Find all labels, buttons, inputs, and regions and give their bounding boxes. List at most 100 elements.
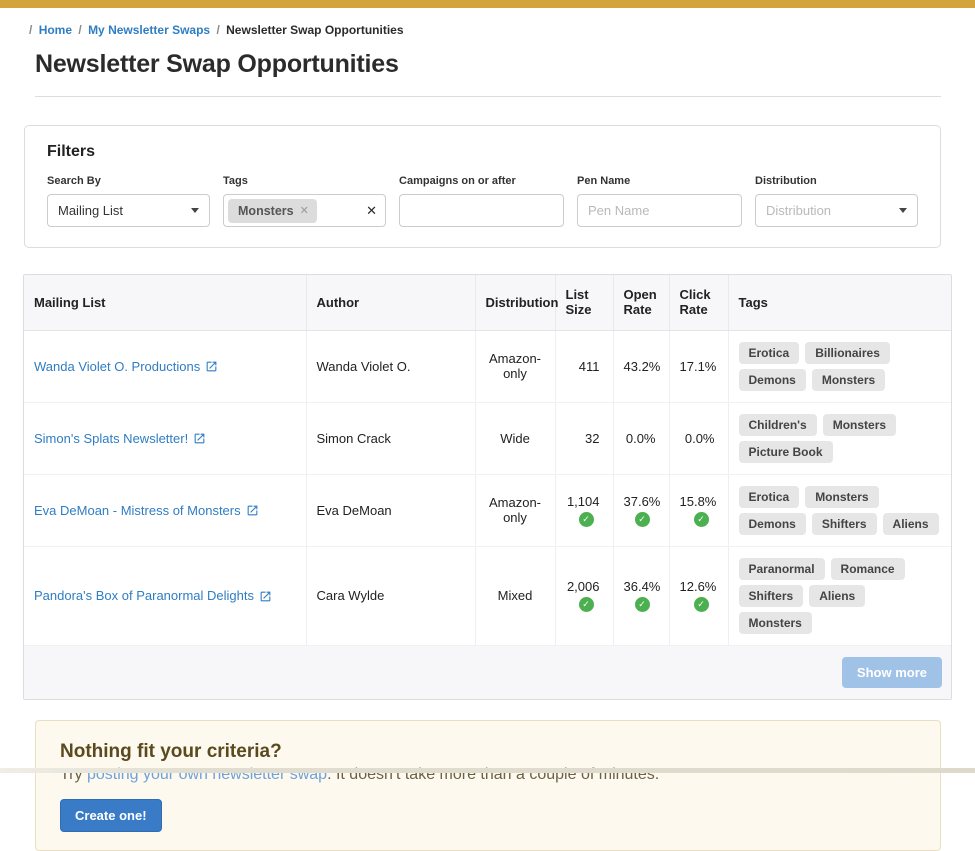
page-title: Newsletter Swap Opportunities <box>35 50 399 78</box>
col-tags: Tags <box>728 275 951 331</box>
list-size-cell: 2,006 ✓ <box>555 546 614 646</box>
mailing-list-link-text: Pandora's Box of Paranormal Delights <box>34 588 254 603</box>
external-link-icon <box>260 591 271 601</box>
mailing-list-link[interactable]: Wanda Violet O. Productions <box>34 359 218 374</box>
table-row: Pandora's Box of Paranormal Delights Car… <box>24 546 951 646</box>
distribution-placeholder: Distribution <box>766 203 832 218</box>
col-open-rate: Open Rate <box>613 275 670 331</box>
tag-chip: Demons <box>738 512 806 535</box>
open-rate-cell: 43.2%✓ <box>613 330 670 403</box>
col-list-size: List Size <box>555 275 614 331</box>
distribution-cell: Amazon-only <box>475 474 556 547</box>
field-pen-name: Pen Name <box>577 175 742 227</box>
check-circle-icon: ✓ <box>634 597 650 612</box>
table-row: Simon's Splats Newsletter! Simon Crack W… <box>24 402 951 475</box>
field-campaigns-after: Campaigns on or after <box>399 175 565 227</box>
mailing-list-link[interactable]: Simon's Splats Newsletter! <box>34 431 206 446</box>
tag-chip: Shifters <box>738 584 804 607</box>
distribution-cell: Wide <box>475 402 556 475</box>
mailing-list-link[interactable]: Pandora's Box of Paranormal Delights <box>34 588 272 603</box>
col-mailing-list: Mailing List <box>24 275 307 331</box>
pen-name-label: Pen Name <box>577 175 631 187</box>
breadcrumb-link-my-newsletter-swaps[interactable]: My Newsletter Swaps <box>88 23 211 37</box>
click-rate-cell: 17.1%✓ <box>669 330 729 403</box>
author-cell: Simon Crack <box>306 402 476 475</box>
breadcrumb: / Home / My Newsletter Swaps / Newslette… <box>26 23 951 37</box>
pen-name-input[interactable] <box>577 194 742 227</box>
clear-tags-icon[interactable]: ✕ <box>366 202 378 218</box>
remove-tag-icon[interactable]: ✕ <box>299 205 309 217</box>
tag-chip: Aliens <box>809 584 866 607</box>
external-link-icon <box>206 361 217 372</box>
breadcrumb-separator: / <box>29 23 33 37</box>
tags-cell: Erotica Monsters Demons Shifters Aliens <box>728 474 951 547</box>
breadcrumb-separator: / <box>216 23 220 37</box>
create-one-button[interactable]: Create one! <box>60 798 162 832</box>
filters-panel: Filters Search By Mailing List Tags Mons… <box>24 125 941 248</box>
table-header: Mailing List Author Distribution List Si… <box>24 275 951 331</box>
check-circle-icon: ✓ <box>693 597 709 612</box>
breadcrumb-current: Newsletter Swap Opportunities <box>226 23 404 37</box>
distribution-cell: Amazon-only <box>475 330 556 403</box>
filters-row: Search By Mailing List Tags Monsters ✕ ✕ <box>47 175 919 227</box>
mailing-list-link-text: Eva DeMoan - Mistress of Monsters <box>34 502 241 518</box>
mailing-list-link[interactable]: Eva DeMoan - Mistress of Monsters <box>34 503 259 518</box>
tag-chip: Monsters <box>738 611 812 634</box>
author-cell: Eva DeMoan <box>306 474 476 547</box>
mailing-list-link-text: Wanda Violet O. Productions <box>34 358 201 374</box>
search-by-label: Search By <box>47 175 101 187</box>
tags-multiselect[interactable]: Monsters ✕ ✕ <box>223 194 387 227</box>
cta-heading: Nothing fit your criteria? <box>60 740 282 762</box>
footer-edge <box>0 768 975 773</box>
open-rate-cell: 37.6% ✓ <box>613 474 670 547</box>
title-divider <box>35 96 941 97</box>
tag-chip: Children's <box>738 413 817 436</box>
tag-chip: Shifters <box>811 512 877 535</box>
table-row: Eva DeMoan - Mistress of Monsters Eva De… <box>24 474 951 547</box>
show-more-button[interactable]: Show more <box>841 656 942 688</box>
tag-chip: Monsters <box>805 485 879 508</box>
chevron-down-icon <box>191 208 200 213</box>
tags-cell: Paranormal Romance Shifters Aliens Monsters <box>728 546 951 646</box>
table-body: Wanda Violet O. Productions Wanda Violet… <box>24 330 951 646</box>
tag-chip: Monsters <box>811 368 886 391</box>
list-size-cell: 411✓ <box>555 330 614 403</box>
tag-chip: Erotica <box>738 341 800 364</box>
tag-chip: Romance <box>830 557 905 580</box>
tag-chip: Monsters <box>822 413 897 436</box>
check-circle-icon: ✓ <box>578 511 594 527</box>
cta-panel: Nothing fit your criteria? Try posting y… <box>35 719 941 851</box>
campaigns-after-input[interactable] <box>399 194 565 227</box>
open-rate-cell: 36.4% ✓ <box>613 546 670 646</box>
field-tags: Tags Monsters ✕ ✕ <box>223 175 387 227</box>
tags-cell: Erotica Billionaires Demons Monsters <box>728 330 951 403</box>
chevron-down-icon <box>899 208 908 213</box>
col-click-rate: Click Rate <box>669 275 729 331</box>
click-rate-cell: 0.0%✓ <box>669 402 729 475</box>
field-distribution: Distribution Distribution <box>755 175 919 227</box>
search-by-select[interactable]: Mailing List <box>47 194 211 227</box>
table-footer: Show more <box>24 644 951 699</box>
search-by-value: Mailing List <box>58 203 124 218</box>
tags-label: Tags <box>223 175 248 187</box>
top-accent-bar <box>0 0 975 8</box>
distribution-select[interactable]: Distribution <box>755 194 919 227</box>
tag-chip: Demons <box>738 368 806 391</box>
swaps-table: Mailing List Author Distribution List Si… <box>24 275 951 699</box>
tag-chip: Paranormal <box>738 557 825 580</box>
tag-filter-chip-label: Monsters <box>238 203 294 218</box>
page-container: / Home / My Newsletter Swaps / Newslette… <box>0 23 975 851</box>
tag-filter-chip: Monsters ✕ <box>228 198 317 223</box>
external-link-icon <box>247 505 257 516</box>
external-link-icon <box>194 433 205 444</box>
tag-chip: Billionaires <box>805 341 890 364</box>
tag-chip: Aliens <box>882 512 939 535</box>
campaigns-after-label: Campaigns on or after <box>399 175 516 187</box>
filters-heading: Filters <box>47 143 96 160</box>
tag-chip: Erotica <box>738 485 800 508</box>
col-distribution: Distribution <box>475 275 558 331</box>
author-cell: Wanda Violet O. <box>306 330 476 403</box>
breadcrumb-link-home[interactable]: Home <box>38 23 73 37</box>
table-row: Wanda Violet O. Productions Wanda Violet… <box>24 330 951 403</box>
list-size-cell: 1,104 ✓ <box>555 474 614 547</box>
